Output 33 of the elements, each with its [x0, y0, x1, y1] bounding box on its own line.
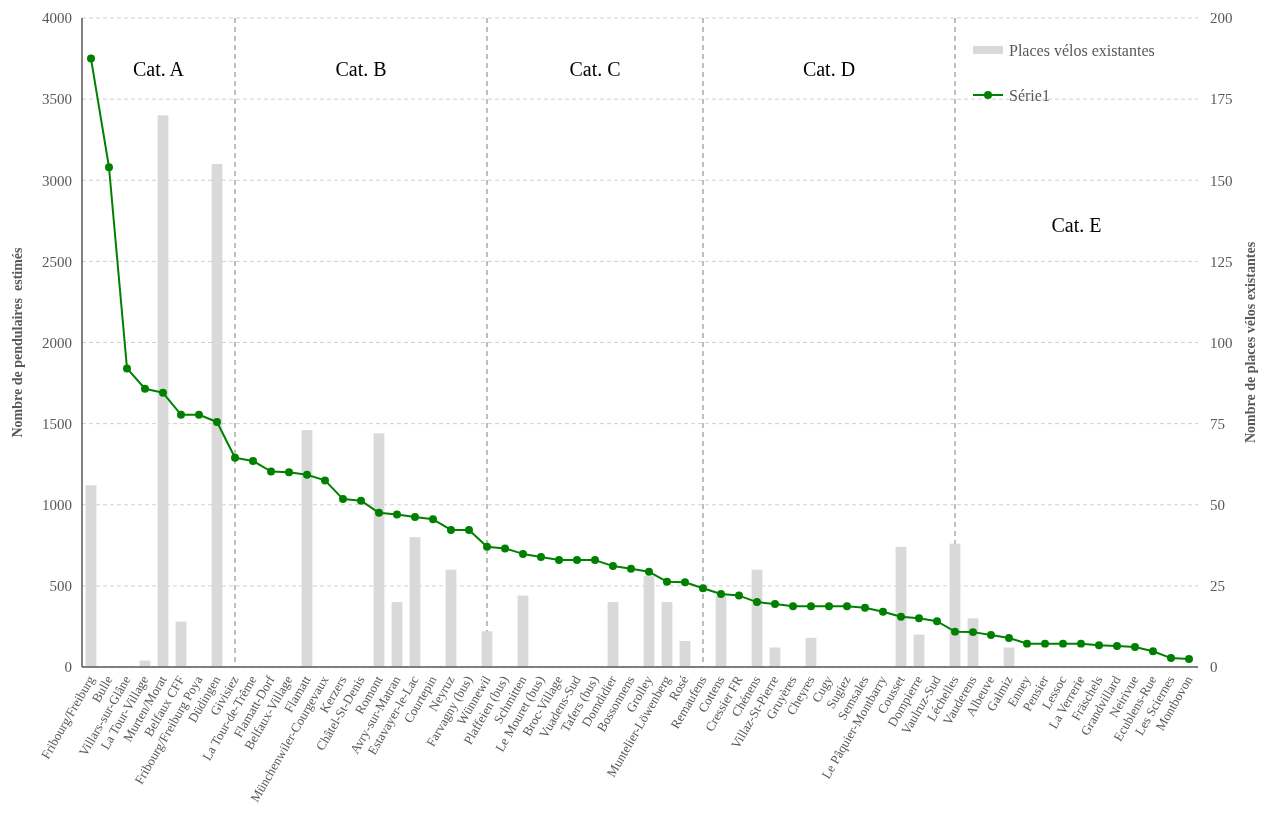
y2-tick-label: 125: [1210, 253, 1233, 270]
y-tick-label: 2000: [42, 334, 72, 351]
bar: [175, 621, 187, 667]
y-tick-label: 500: [49, 578, 72, 595]
bar: [607, 602, 619, 667]
y-tick-label: 3000: [42, 172, 72, 189]
legend-label: Série1: [1009, 86, 1050, 104]
bar: [661, 602, 673, 667]
y-tick-label: 4000: [42, 10, 72, 27]
bar: [391, 602, 403, 667]
y2-tick-label: 25: [1210, 578, 1225, 595]
annotation: Cat. E: [1051, 214, 1102, 237]
y-tick-label: 2500: [42, 253, 72, 270]
y-axis-title: Nombre de pendulaires estimés: [10, 246, 25, 438]
y-tick-label: 1500: [42, 415, 72, 432]
bar: [517, 595, 529, 667]
y2-tick-label: 50: [1210, 497, 1225, 513]
y-tick-label: 1000: [42, 497, 72, 513]
y2-tick-label: 100: [1210, 334, 1233, 351]
y2-tick-label: 150: [1210, 172, 1233, 189]
legend-label: Places vélos existantes: [1009, 41, 1155, 59]
y2-axis-title: Nombre de places vélos existantes: [1243, 241, 1258, 444]
y2-tick-label: 0: [1210, 659, 1218, 676]
y2-tick-label: 175: [1210, 91, 1233, 108]
y-tick-label: 0: [64, 659, 72, 676]
y2-tick-label: 200: [1210, 10, 1233, 27]
annotation: Cat. A: [132, 58, 185, 80]
y-tick-label: 3500: [42, 91, 72, 108]
annotation: Cat. C: [569, 58, 621, 80]
y2-tick-label: 75: [1210, 415, 1225, 432]
annotation: Cat. D: [802, 58, 856, 80]
annotation: Cat. B: [335, 58, 387, 80]
bar: [481, 631, 493, 667]
